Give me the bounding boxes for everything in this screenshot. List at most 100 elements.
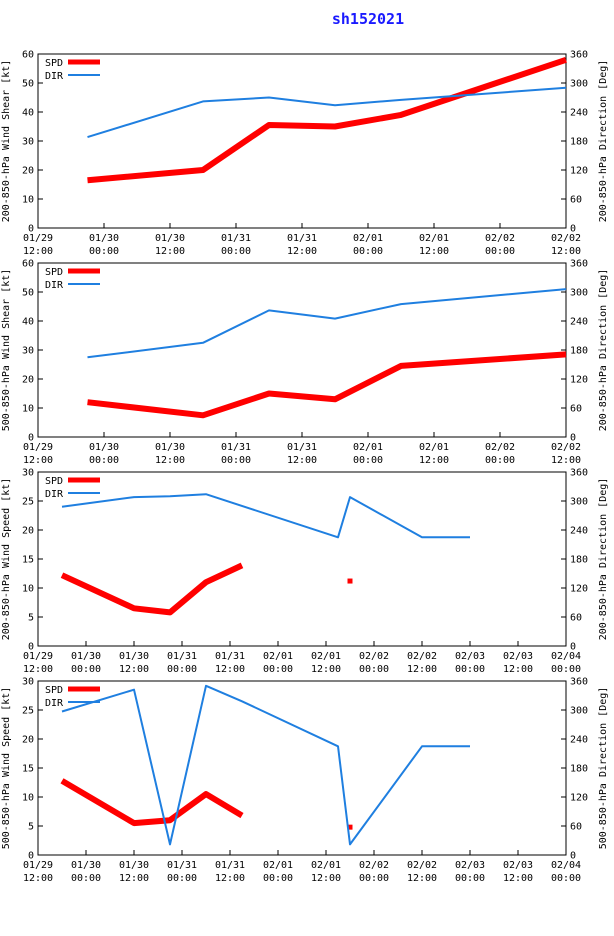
x-tick-time: 00:00 xyxy=(167,873,197,884)
x-tick-date: 01/31 xyxy=(215,651,245,662)
left-tick-label: 30 xyxy=(22,468,34,479)
right-tick-label: 240 xyxy=(570,526,588,537)
x-tick-time: 12:00 xyxy=(311,873,341,884)
right-tick-label: 0 xyxy=(570,851,576,862)
right-tick-label: 180 xyxy=(570,555,588,566)
right-tick-label: 360 xyxy=(570,677,588,688)
x-tick-date: 01/30 xyxy=(71,651,101,662)
plot-frame xyxy=(37,471,567,647)
x-tick-time: 00:00 xyxy=(353,455,383,466)
x-tick-date: 01/30 xyxy=(89,233,119,244)
right-tick-label: 240 xyxy=(570,108,588,119)
plot-frame xyxy=(37,262,567,438)
x-tick-time: 12:00 xyxy=(311,664,341,675)
x-tick-time: 12:00 xyxy=(503,873,533,884)
legend-label-dir: DIR xyxy=(45,71,64,82)
x-tick-time: 12:00 xyxy=(23,455,53,466)
x-tick-date: 02/02 xyxy=(551,442,581,453)
right-tick-label: 360 xyxy=(570,50,588,61)
x-tick-time: 00:00 xyxy=(455,873,485,884)
x-tick-date: 02/01 xyxy=(353,233,383,244)
x-tick-date: 01/31 xyxy=(287,233,317,244)
legend-label-spd: SPD xyxy=(45,476,63,487)
x-tick-date: 02/02 xyxy=(485,442,515,453)
left-tick-label: 15 xyxy=(22,764,34,775)
dir-series-line xyxy=(87,86,567,139)
right-tick-label: 60 xyxy=(570,613,582,624)
left-tick-label: 20 xyxy=(22,375,34,386)
right-axis-label: 200-850-hPa Direction [Deg] xyxy=(598,269,609,432)
x-tick-time: 12:00 xyxy=(155,455,185,466)
x-tick-time: 00:00 xyxy=(221,455,251,466)
x-tick-time: 12:00 xyxy=(23,664,53,675)
right-tick-label: 300 xyxy=(570,497,588,508)
x-tick-date: 02/03 xyxy=(503,860,533,871)
x-tick-time: 00:00 xyxy=(89,455,119,466)
left-tick-label: 5 xyxy=(28,613,34,624)
x-tick-date: 02/02 xyxy=(359,860,389,871)
x-tick-date: 01/31 xyxy=(215,860,245,871)
right-tick-label: 120 xyxy=(570,166,588,177)
x-tick-time: 00:00 xyxy=(551,873,581,884)
x-tick-time: 12:00 xyxy=(287,246,317,257)
left-tick-label: 15 xyxy=(22,555,34,566)
right-tick-label: 0 xyxy=(570,433,576,444)
x-tick-date: 02/02 xyxy=(407,651,437,662)
right-tick-label: 180 xyxy=(570,346,588,357)
left-tick-label: 10 xyxy=(22,195,34,206)
x-tick-time: 00:00 xyxy=(263,873,293,884)
left-tick-label: 20 xyxy=(22,526,34,537)
right-tick-label: 60 xyxy=(570,195,582,206)
x-tick-time: 00:00 xyxy=(455,664,485,675)
left-tick-label: 5 xyxy=(28,822,34,833)
x-tick-date: 02/01 xyxy=(311,860,341,871)
x-tick-date: 02/01 xyxy=(419,442,449,453)
x-tick-date: 01/30 xyxy=(155,233,185,244)
x-tick-time: 12:00 xyxy=(551,246,581,257)
dir-series-line xyxy=(61,493,470,539)
left-axis-label: 200-850-hPa Wind Shear [kt] xyxy=(1,60,12,223)
left-tick-label: 30 xyxy=(22,677,34,688)
x-tick-date: 02/02 xyxy=(551,233,581,244)
x-tick-date: 01/31 xyxy=(221,442,251,453)
plot-frame xyxy=(37,53,567,229)
right-axis-label: 500-850-hPa Direction [Deg] xyxy=(598,687,609,850)
x-tick-date: 01/31 xyxy=(167,651,197,662)
x-tick-date: 01/31 xyxy=(287,442,317,453)
spd-series-line xyxy=(60,778,244,827)
x-tick-time: 12:00 xyxy=(119,664,149,675)
chart-panel-2: 0 10 20 30 40 50 60 0 60 120 180 240 300 360 01/29 12:0… xyxy=(1,259,609,467)
x-tick-time: 12:00 xyxy=(407,664,437,675)
x-tick-time: 00:00 xyxy=(551,664,581,675)
x-tick-date: 01/30 xyxy=(119,651,149,662)
x-tick-time: 12:00 xyxy=(419,455,449,466)
x-tick-date: 02/02 xyxy=(359,651,389,662)
x-tick-date: 01/30 xyxy=(89,442,119,453)
x-tick-date: 01/30 xyxy=(71,860,101,871)
chart-panel-4: 05101520253006012018024030036001/2912:00… xyxy=(1,677,609,885)
dir-series-line xyxy=(87,288,567,359)
x-tick-time: 12:00 xyxy=(215,664,245,675)
x-tick-time: 12:00 xyxy=(503,664,533,675)
left-tick-label: 25 xyxy=(22,497,34,508)
left-tick-label: 60 xyxy=(22,259,34,270)
right-tick-label: 300 xyxy=(570,706,588,717)
spd-series-line xyxy=(87,351,567,419)
x-tick-date: 02/01 xyxy=(263,651,293,662)
right-tick-label: 120 xyxy=(570,375,588,386)
left-tick-label: 0 xyxy=(28,642,34,653)
x-tick-time: 00:00 xyxy=(359,873,389,884)
right-tick-label: 300 xyxy=(570,79,588,90)
x-tick-time: 12:00 xyxy=(23,246,53,257)
left-tick-label: 50 xyxy=(22,288,34,299)
left-tick-label: 10 xyxy=(22,584,34,595)
left-tick-label: 40 xyxy=(22,317,34,328)
left-tick-label: 30 xyxy=(22,137,34,148)
chart-panel-1: 0 10 20 30 40 50 60 0 60 120 180 240 300 360 01/29 12:0… xyxy=(1,50,609,258)
right-tick-label: 0 xyxy=(570,642,576,653)
x-tick-date: 01/31 xyxy=(167,860,197,871)
x-tick-time: 00:00 xyxy=(221,246,251,257)
x-tick-date: 01/29 xyxy=(23,442,53,453)
x-tick-time: 00:00 xyxy=(71,664,101,675)
